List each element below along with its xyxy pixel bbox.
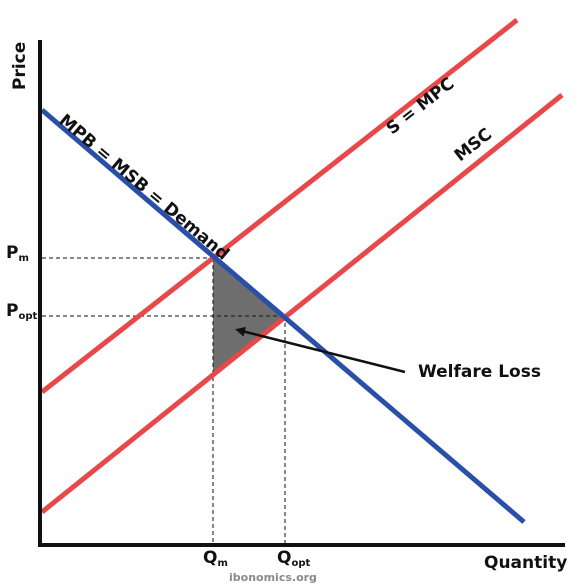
- p-market-label: Pm: [6, 243, 29, 264]
- y-axis-title: Price: [10, 42, 30, 90]
- q-optimal-label: Qopt: [277, 548, 310, 569]
- mpc-curve-label: S = MPC: [383, 74, 459, 139]
- mpc-supply-curve: [40, 18, 519, 394]
- demand-curve-label: MPB = MSB = Demand: [55, 111, 233, 265]
- welfare-loss-label: Welfare Loss: [418, 362, 541, 382]
- demand-curve: [40, 108, 526, 524]
- p-optimal-label: Popt: [6, 301, 37, 322]
- watermark: ibonomics.org: [229, 571, 317, 584]
- x-axis-title: Quantity: [484, 553, 567, 573]
- msc-curve-label: MSC: [451, 125, 496, 166]
- msc-supply-curve: [40, 93, 564, 514]
- welfare-loss-area: [213, 258, 285, 372]
- welfare-loss-arrow: [235, 326, 406, 374]
- q-market-label: Qm: [203, 548, 228, 569]
